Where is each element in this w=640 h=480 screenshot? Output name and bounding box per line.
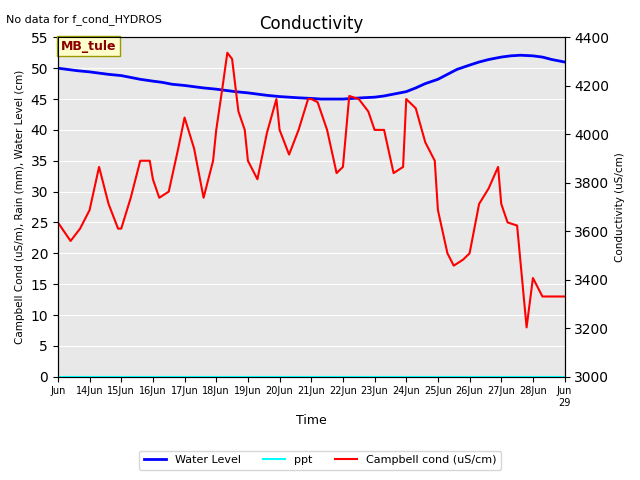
Water Level <box>539 54 547 60</box>
Water Level <box>380 93 388 99</box>
Water Level <box>307 96 315 101</box>
X-axis label: Time: Time <box>296 414 326 427</box>
Water Level <box>466 62 474 68</box>
Water Level <box>516 52 524 58</box>
Water Level <box>444 72 451 77</box>
Water Level <box>295 95 303 101</box>
Campbell cond (uS/cm) <box>180 115 188 120</box>
Water Level <box>484 57 492 62</box>
Water Level <box>548 57 556 62</box>
Water Level <box>371 94 378 100</box>
Campbell cond (uS/cm) <box>273 96 280 102</box>
Water Level <box>127 74 134 80</box>
Water Level <box>476 59 483 65</box>
Line: Water Level: Water Level <box>58 55 564 99</box>
Water Level <box>117 72 125 78</box>
Water Level <box>105 72 113 77</box>
Water Level <box>349 96 356 101</box>
Text: MB_tule: MB_tule <box>61 40 116 53</box>
Water Level <box>339 96 347 102</box>
Campbell cond (uS/cm) <box>494 164 502 170</box>
Water Level <box>253 91 261 97</box>
Campbell cond (uS/cm) <box>314 99 321 105</box>
Water Level <box>358 95 365 101</box>
Water Level <box>200 85 207 91</box>
Water Level <box>507 53 515 59</box>
Water Level <box>263 93 271 98</box>
Water Level <box>434 76 442 82</box>
Water Level <box>180 83 188 88</box>
Water Level <box>244 90 252 96</box>
Water Level <box>63 67 71 72</box>
Water Level <box>285 94 293 100</box>
Water Level <box>159 80 166 85</box>
Campbell cond (uS/cm) <box>54 219 61 225</box>
Water Level <box>73 68 81 73</box>
Water Level <box>95 70 103 76</box>
Water Level <box>403 89 410 95</box>
Water Level <box>497 54 505 60</box>
Water Level <box>412 85 420 91</box>
Water Level <box>421 81 429 86</box>
Campbell cond (uS/cm) <box>561 294 568 300</box>
Water Level <box>190 84 198 90</box>
Campbell cond (uS/cm) <box>539 294 547 300</box>
Campbell cond (uS/cm) <box>212 127 220 133</box>
Water Level <box>317 96 324 102</box>
Water Level <box>212 86 220 92</box>
Y-axis label: Conductivity (uS/cm): Conductivity (uS/cm) <box>615 152 625 262</box>
Water Level <box>326 96 334 102</box>
Water Level <box>390 91 397 97</box>
Campbell cond (uS/cm) <box>523 324 531 330</box>
Water Level <box>149 78 157 84</box>
Water Level <box>232 89 239 95</box>
Legend: Water Level, ppt, Campbell cond (uS/cm): Water Level, ppt, Campbell cond (uS/cm) <box>140 451 500 469</box>
Water Level <box>222 87 230 93</box>
Water Level <box>276 94 284 99</box>
Text: No data for f_cond_HYDROS: No data for f_cond_HYDROS <box>6 14 163 25</box>
Y-axis label: Campbell Cond (uS/m), Rain (mm), Water Level (cm): Campbell Cond (uS/m), Rain (mm), Water L… <box>15 70 25 344</box>
Title: Conductivity: Conductivity <box>259 15 364 33</box>
Water Level <box>54 65 61 71</box>
Line: Campbell cond (uS/cm): Campbell cond (uS/cm) <box>58 53 564 327</box>
Water Level <box>86 69 93 75</box>
Water Level <box>136 76 144 82</box>
Campbell cond (uS/cm) <box>223 50 231 56</box>
Water Level <box>453 67 461 72</box>
Water Level <box>561 59 568 65</box>
Water Level <box>168 81 176 87</box>
Water Level <box>529 53 537 59</box>
